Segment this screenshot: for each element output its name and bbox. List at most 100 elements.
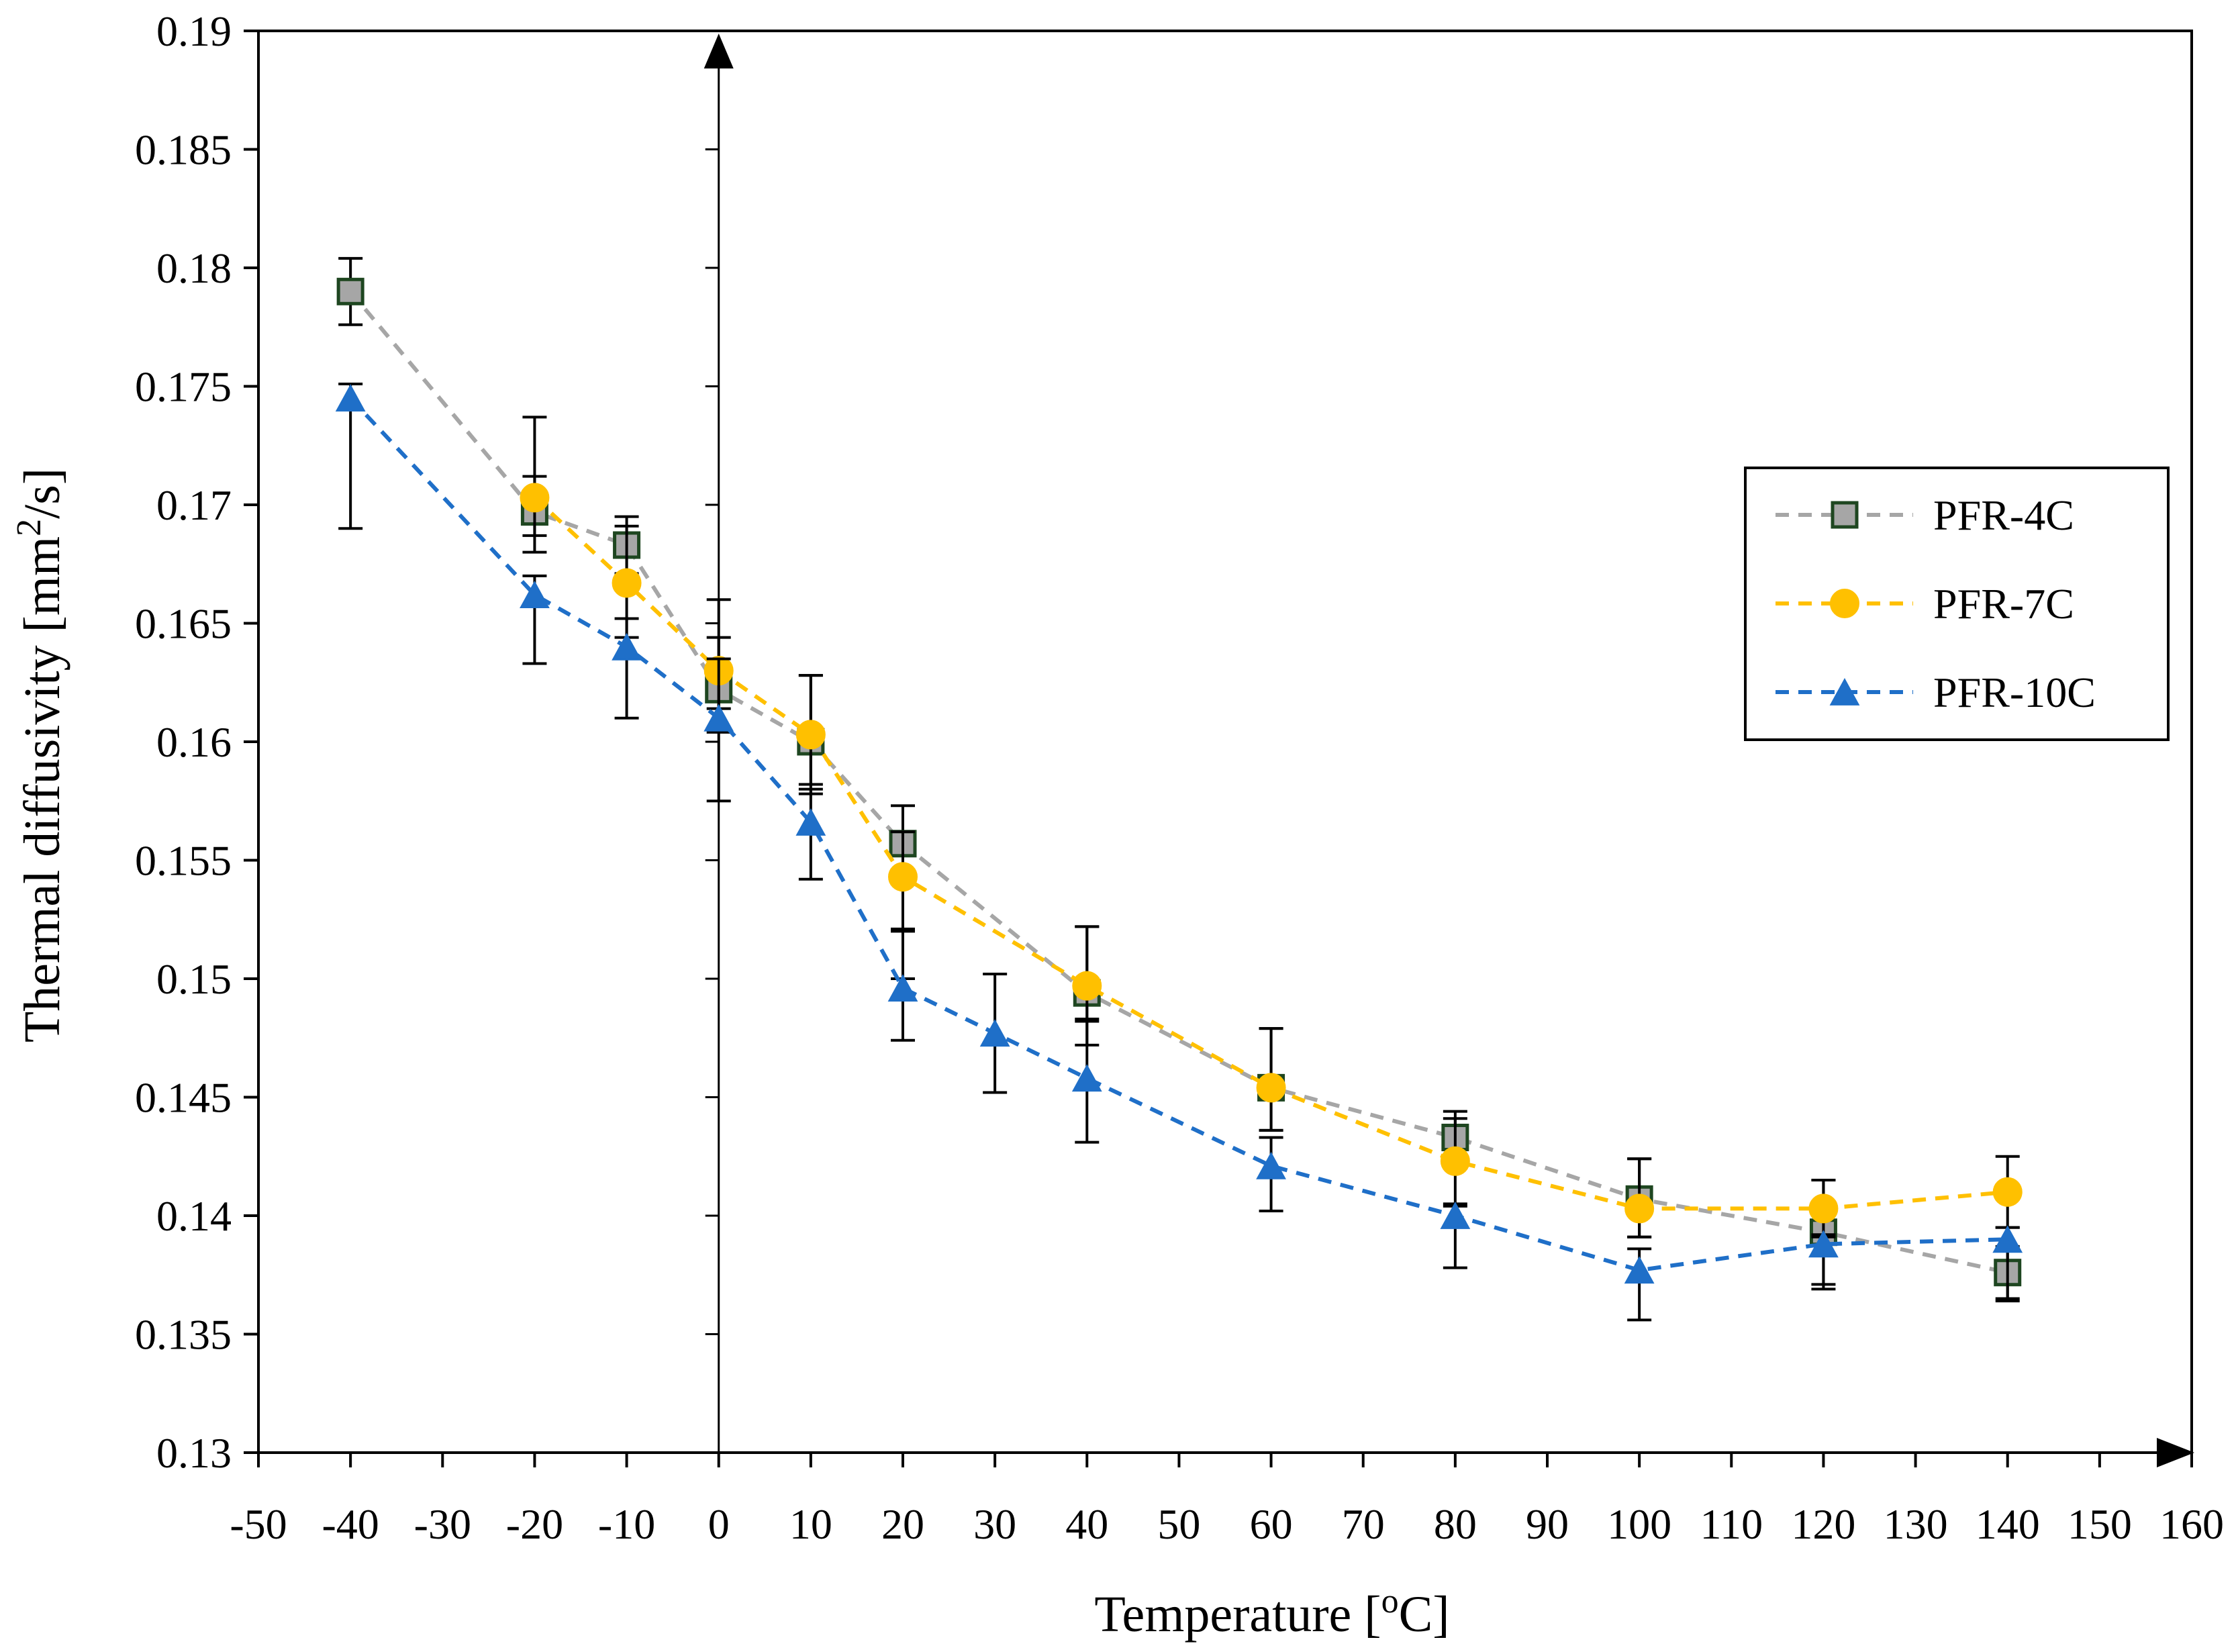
- legend-item-pfr-7c: PFR-7C: [1776, 580, 2074, 628]
- legend-item-pfr-10c: PFR-10C: [1776, 669, 2096, 716]
- data-point: [335, 384, 366, 412]
- y-tick-label: 0.185: [135, 126, 232, 174]
- triangle-marker: [520, 581, 550, 609]
- y-tick-label: 0.15: [156, 955, 232, 1003]
- data-point: [1440, 1202, 1471, 1229]
- data-point: [612, 632, 642, 661]
- y-tick-label: 0.135: [135, 1311, 232, 1359]
- x-tick-label: -10: [598, 1500, 655, 1548]
- y-tick-label: 0.16: [156, 718, 232, 766]
- y-tick-label: 0.165: [135, 600, 232, 648]
- series-layer: [335, 256, 2023, 1322]
- x-tick-label: 30: [973, 1500, 1016, 1548]
- x-tick-label: 100: [1607, 1500, 1671, 1548]
- data-point: [1808, 1230, 1839, 1258]
- data-point: [795, 720, 826, 750]
- triangle-marker: [1440, 1202, 1471, 1229]
- triangle-marker: [703, 703, 734, 732]
- square-marker: [1831, 501, 1859, 529]
- triangle-marker: [887, 974, 918, 1002]
- plot-frame: [257, 30, 2193, 1454]
- data-point: [1256, 1151, 1286, 1179]
- circle-marker: [1072, 971, 1102, 1001]
- x-tick-label: 120: [1791, 1500, 1855, 1548]
- data-point: [979, 1019, 1010, 1047]
- x-tick-label: 90: [1526, 1500, 1569, 1548]
- zero-axis: [703, 34, 2194, 1467]
- y-axis-ticks: 0.13 0.135 0.14 0.145 0.15 0.155 0.16 0.165 0.17…: [135, 7, 258, 1477]
- triangle-marker: [612, 632, 642, 661]
- triangle-marker: [1992, 1225, 2023, 1253]
- series-pfr-4c: [336, 256, 2022, 1300]
- x-tick-label: 20: [881, 1500, 924, 1548]
- circle-marker: [520, 483, 550, 513]
- triangle-marker: [1256, 1151, 1286, 1179]
- data-point: [1071, 1064, 1102, 1092]
- y-tick-label: 0.13: [156, 1429, 232, 1477]
- circle-marker: [1256, 1073, 1286, 1103]
- triangle-marker: [1624, 1256, 1655, 1284]
- y-axis-arrow: [703, 34, 734, 68]
- data-point: [1992, 1225, 2023, 1253]
- circle-marker: [1624, 1194, 1655, 1224]
- triangle-marker: [979, 1019, 1010, 1047]
- data-point: [1440, 1146, 1470, 1176]
- circle-marker: [1992, 1177, 2023, 1207]
- x-tick-label: 150: [2068, 1500, 2132, 1548]
- y-axis-title-main: Thermal diffusivity [mm: [14, 536, 70, 1042]
- y-axis-title-end: /s]: [14, 468, 70, 519]
- circle-marker: [888, 862, 918, 892]
- legend-box: [1744, 467, 2170, 741]
- x-axis-title-sup: o: [1381, 1582, 1399, 1620]
- y-axis-title: Thermal diffusivity [mm2/s]: [10, 468, 71, 1042]
- x-axis-ticks: -50 -40 -30 -20 -10 0 10 20 30 40 50 60 70 80 90 100 110…: [230, 1453, 2224, 1548]
- x-tick-label: 10: [789, 1500, 832, 1548]
- data-point: [887, 974, 918, 1002]
- data-point: [336, 277, 364, 305]
- circle-marker: [1830, 589, 1859, 618]
- x-tick-label: 160: [2159, 1500, 2224, 1548]
- data-point: [795, 808, 826, 836]
- legend-label: PFR-10C: [1933, 669, 2096, 716]
- x-tick-label: 60: [1250, 1500, 1293, 1548]
- data-point: [520, 581, 550, 609]
- y-tick-label: 0.175: [135, 363, 232, 411]
- data-point: [1808, 1194, 1839, 1224]
- y-tick-label: 0.145: [135, 1074, 232, 1122]
- data-point: [612, 568, 642, 598]
- series-line: [348, 290, 2008, 1275]
- triangle-marker: [335, 384, 366, 412]
- x-tick-label: 80: [1434, 1500, 1477, 1548]
- data-point: [703, 703, 734, 732]
- y-tick-label: 0.19: [156, 7, 232, 55]
- x-tick-label: -20: [506, 1500, 563, 1548]
- x-axis-title-main: Temperature [: [1094, 1586, 1381, 1643]
- axis-titles: Temperature [oC] Thermal diffusivity [mm…: [10, 468, 1450, 1643]
- x-axis-title: Temperature [oC]: [1094, 1582, 1449, 1643]
- x-tick-label: 50: [1157, 1500, 1200, 1548]
- legend: PFR-4C PFR-7C PFR-10C: [1744, 467, 2170, 741]
- x-tick-label: -40: [322, 1500, 379, 1548]
- x-tick-label: 40: [1065, 1500, 1108, 1548]
- y-tick-label: 0.18: [156, 244, 232, 292]
- x-axis-arrow: [2157, 1438, 2194, 1467]
- x-tick-label: 130: [1884, 1500, 1948, 1548]
- x-tick-label: -50: [230, 1500, 287, 1548]
- x-tick-label: 110: [1700, 1500, 1763, 1548]
- x-tick-label: 140: [1976, 1500, 2040, 1548]
- data-point: [1624, 1256, 1655, 1284]
- x-tick-label: 0: [708, 1500, 730, 1548]
- square-marker: [336, 277, 364, 305]
- series-line: [533, 496, 2008, 1211]
- y-axis-title-sup: 2: [10, 519, 48, 536]
- triangle-marker: [1808, 1230, 1839, 1258]
- legend-label: PFR-7C: [1933, 580, 2074, 628]
- data-point: [1992, 1177, 2023, 1207]
- series-pfr-10c: [335, 382, 2023, 1322]
- data-point: [888, 862, 918, 892]
- x-axis-title-end: C]: [1399, 1586, 1450, 1643]
- plot-border: [257, 30, 2193, 1454]
- circle-marker: [1808, 1194, 1839, 1224]
- y-tick-label: 0.14: [156, 1192, 232, 1240]
